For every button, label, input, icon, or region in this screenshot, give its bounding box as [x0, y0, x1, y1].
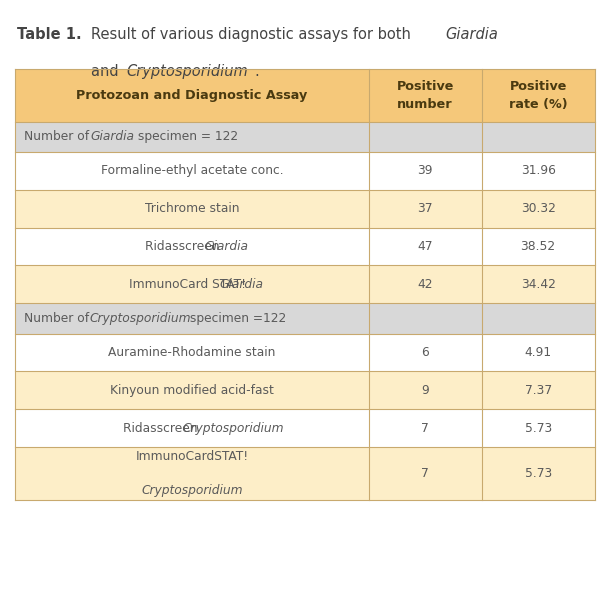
Text: Positive
rate (%): Positive rate (%) — [509, 80, 567, 111]
Text: 7: 7 — [421, 467, 429, 480]
Text: Giardia: Giardia — [445, 27, 498, 42]
Text: 7: 7 — [421, 422, 429, 435]
Text: 39: 39 — [418, 164, 433, 177]
Text: Number of: Number of — [24, 312, 93, 325]
Bar — [368, 265, 482, 303]
Text: and: and — [91, 64, 123, 79]
Text: specimen = 122: specimen = 122 — [134, 130, 238, 143]
Bar — [482, 409, 595, 447]
Bar — [368, 409, 482, 447]
Bar — [368, 69, 482, 122]
Text: 7.37: 7.37 — [525, 384, 551, 397]
Bar — [15, 409, 368, 447]
Text: 37: 37 — [418, 202, 433, 215]
Bar — [368, 122, 482, 152]
Bar — [482, 334, 595, 371]
Bar — [368, 371, 482, 409]
Text: Cryptosporidium: Cryptosporidium — [90, 312, 192, 325]
Text: Trichrome stain: Trichrome stain — [145, 202, 239, 215]
Bar — [368, 152, 482, 190]
Text: 38.52: 38.52 — [520, 240, 556, 253]
Text: 6: 6 — [421, 346, 429, 359]
Text: ImmunoCardSTAT!: ImmunoCardSTAT! — [136, 450, 249, 464]
Text: Cryptosporidium: Cryptosporidium — [182, 422, 284, 435]
Bar — [15, 190, 368, 228]
Text: Ridasscreen: Ridasscreen — [123, 422, 201, 435]
Text: Ridasscreen: Ridasscreen — [145, 240, 223, 253]
Text: Giardia: Giardia — [204, 240, 248, 253]
Bar — [15, 303, 368, 334]
Text: Kinyoun modified acid-fast: Kinyoun modified acid-fast — [110, 384, 274, 397]
Bar — [15, 334, 368, 371]
Text: 42: 42 — [418, 278, 433, 291]
Bar — [482, 228, 595, 265]
Bar — [368, 190, 482, 228]
Bar — [15, 69, 368, 122]
Text: specimen =122: specimen =122 — [186, 312, 286, 325]
Bar — [482, 69, 595, 122]
Text: Formaline-ethyl acetate conc.: Formaline-ethyl acetate conc. — [100, 164, 283, 177]
Text: Giardia: Giardia — [90, 130, 134, 143]
Text: Result of various diagnostic assays for both: Result of various diagnostic assays for … — [91, 27, 416, 42]
Bar — [482, 265, 595, 303]
Text: Number of: Number of — [24, 130, 93, 143]
Text: 9: 9 — [421, 384, 429, 397]
Text: Cryptosporidium: Cryptosporidium — [126, 64, 248, 79]
Bar — [482, 190, 595, 228]
Bar — [368, 303, 482, 334]
Text: Giardia: Giardia — [219, 278, 263, 291]
Bar — [15, 265, 368, 303]
Bar — [368, 447, 482, 500]
Bar — [15, 122, 368, 152]
Text: Table 1.: Table 1. — [17, 27, 81, 42]
Text: ImmunoCard STAT!: ImmunoCard STAT! — [130, 278, 250, 291]
Bar — [482, 303, 595, 334]
Text: 34.42: 34.42 — [520, 278, 556, 291]
Text: 47: 47 — [418, 240, 433, 253]
Text: 5.73: 5.73 — [525, 422, 551, 435]
Text: 31.96: 31.96 — [520, 164, 556, 177]
Text: 4.91: 4.91 — [525, 346, 551, 359]
Bar — [482, 447, 595, 500]
Text: Protozoan and Diagnostic Assay: Protozoan and Diagnostic Assay — [76, 89, 308, 102]
Bar — [15, 228, 368, 265]
Bar — [482, 371, 595, 409]
Bar — [368, 334, 482, 371]
Bar — [15, 447, 368, 500]
Bar — [15, 152, 368, 190]
Bar — [482, 122, 595, 152]
Text: 5.73: 5.73 — [525, 467, 551, 480]
Bar — [482, 152, 595, 190]
Text: .: . — [254, 64, 259, 79]
Text: Auramine-Rhodamine stain: Auramine-Rhodamine stain — [108, 346, 275, 359]
Bar — [368, 228, 482, 265]
Text: 30.32: 30.32 — [520, 202, 556, 215]
Text: Cryptosporidium: Cryptosporidium — [141, 484, 243, 497]
Bar — [15, 371, 368, 409]
Text: Positive
number: Positive number — [396, 80, 454, 111]
